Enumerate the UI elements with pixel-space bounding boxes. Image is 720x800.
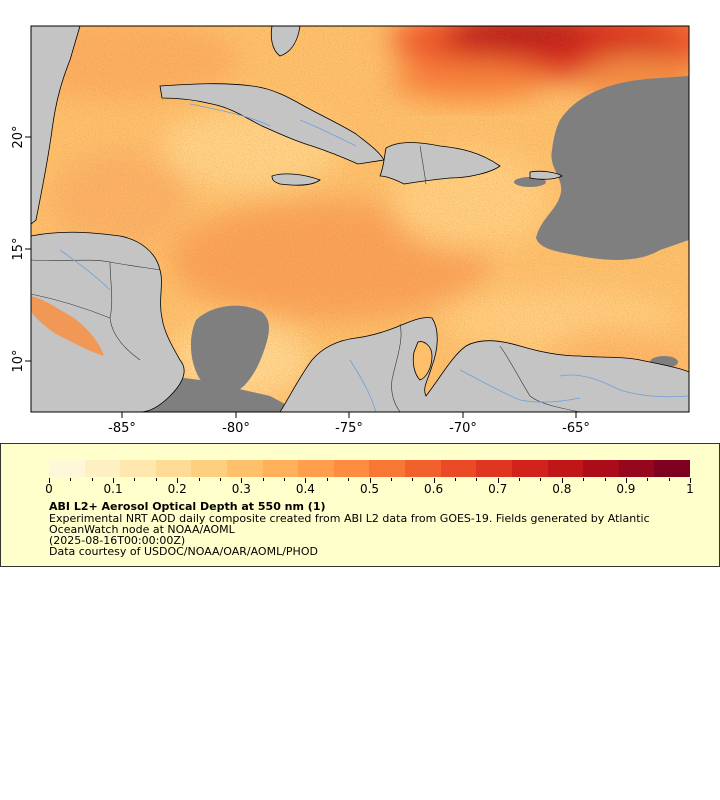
lon-tick-label: -80° bbox=[222, 421, 250, 436]
colorbar-swatch bbox=[49, 460, 85, 477]
legend-title: ABI L2+ Aerosol Optical Depth at 550 nm … bbox=[49, 500, 326, 513]
colorbar-tick-label: 0.3 bbox=[231, 482, 251, 496]
colorbar-tick-mark bbox=[497, 478, 499, 483]
colorbar-tick-mark bbox=[690, 478, 691, 483]
jamaica bbox=[271, 173, 321, 186]
colorbar-tick-mark bbox=[625, 478, 627, 483]
rivers bbox=[59, 103, 689, 412]
colorbar-tick-mark bbox=[305, 478, 307, 483]
legend-description-cont: OceanWatch node at NOAA/AOML bbox=[49, 523, 235, 536]
colorbar-swatch bbox=[84, 460, 121, 477]
colorbar-swatch bbox=[333, 460, 370, 477]
colorbar-tick-label: 0.4 bbox=[295, 482, 315, 496]
colorbar-tick-mark bbox=[326, 478, 328, 481]
colorbar-tick-mark bbox=[604, 478, 606, 481]
colorbar-swatch bbox=[583, 460, 619, 477]
colorbar-tick-label: 0.1 bbox=[103, 482, 123, 496]
colorbar-tick-label: 0 bbox=[45, 482, 53, 496]
colorbar-tick-mark bbox=[348, 478, 350, 481]
colorbar-swatch bbox=[654, 460, 690, 477]
legend-description: Experimental NRT AOD daily composite cre… bbox=[49, 512, 650, 525]
colorbar-tick-label: 0.7 bbox=[488, 482, 508, 496]
colorbar-tick-label: 0.5 bbox=[359, 482, 380, 496]
map-border bbox=[30, 25, 690, 413]
legend-date: (2025-08-16T00:00:00Z) bbox=[49, 534, 186, 547]
lon-tick-label: -70° bbox=[449, 421, 477, 436]
colorbar-tick-mark bbox=[177, 478, 179, 483]
country-borders bbox=[31, 145, 581, 412]
colorbar-swatch bbox=[191, 460, 228, 477]
aod-map: -85° -80° -75° -70° -65° 20° 15° 10° bbox=[11, 25, 690, 436]
colorbar-tick-label: 0.9 bbox=[616, 482, 636, 496]
colorbar-tick-mark bbox=[390, 478, 392, 481]
colorbar-tick-mark bbox=[198, 478, 200, 481]
colorbar-tick-mark bbox=[70, 478, 72, 481]
colorbar-tick-mark bbox=[49, 478, 50, 483]
colorbar-tick-label: 1 bbox=[686, 482, 694, 496]
colorbar-swatch bbox=[618, 460, 655, 477]
south-america bbox=[279, 317, 689, 412]
central-america bbox=[31, 231, 185, 412]
colorbar-swatch bbox=[120, 460, 156, 477]
land-masses bbox=[31, 26, 689, 412]
colorbar-tick-label: 0.6 bbox=[424, 482, 444, 496]
colorbar-tick-mark bbox=[369, 478, 371, 483]
colorbar-swatch bbox=[547, 460, 584, 477]
yucatan bbox=[31, 26, 81, 225]
colorbar bbox=[49, 460, 690, 477]
colorbar-tick-mark bbox=[284, 478, 286, 481]
colorbar-tick-mark bbox=[647, 478, 649, 481]
colorbar-tick-mark bbox=[476, 478, 478, 481]
hispaniola bbox=[379, 142, 501, 185]
colorbar-tick-mark bbox=[134, 478, 136, 481]
colorbar-tick-mark bbox=[540, 478, 542, 481]
colorbar-tick-mark bbox=[454, 478, 456, 481]
colorbar-tick-mark bbox=[113, 478, 115, 483]
colorbar-swatch bbox=[511, 460, 548, 477]
lat-tick-label: 10° bbox=[11, 349, 26, 372]
colorbar-tick-mark bbox=[155, 478, 157, 481]
florida bbox=[270, 26, 301, 57]
colorbar-tick-label: 0.8 bbox=[552, 482, 572, 496]
colorbar-tick-mark bbox=[91, 478, 93, 481]
colorbar-tick-mark bbox=[583, 478, 585, 481]
colorbar-swatch bbox=[262, 460, 299, 477]
legend-credit: Data courtesy of USDOC/NOAA/OAR/AOML/PHO… bbox=[49, 545, 318, 558]
colorbar-swatch bbox=[440, 460, 477, 477]
colorbar-swatch bbox=[155, 460, 192, 477]
lon-tick-label: -85° bbox=[108, 421, 136, 436]
colorbar-tick-mark bbox=[433, 478, 435, 483]
lon-tick-label: -65° bbox=[562, 421, 590, 436]
colorbar-tick-mark bbox=[519, 478, 521, 481]
colorbar-swatch bbox=[405, 460, 441, 477]
no-data-regions bbox=[120, 76, 689, 412]
colorbar-tick-mark bbox=[262, 478, 264, 481]
colorbar-tick-mark bbox=[561, 478, 563, 483]
colorbar-tick-mark bbox=[219, 478, 221, 481]
puerto-rico bbox=[529, 170, 563, 180]
colorbar-tick-mark bbox=[412, 478, 414, 481]
colorbar-tick-mark bbox=[668, 478, 670, 481]
lake-maracaibo bbox=[412, 341, 433, 381]
colorbar-swatch bbox=[369, 460, 406, 477]
colorbar-swatch bbox=[476, 460, 512, 477]
colorbar-tick-mark bbox=[241, 478, 243, 483]
legend-panel: 0 0.1 0.2 0.3 0.4 0.5 0.6 0.7 0.8 0.9 1 ABI L2+ Ae… bbox=[0, 443, 720, 567]
colorbar-swatch bbox=[227, 460, 263, 477]
lon-tick-label: -75° bbox=[335, 421, 363, 436]
lat-tick-label: 15° bbox=[11, 237, 26, 260]
colorbar-tick-label: 0.2 bbox=[167, 482, 187, 496]
axis-ticks bbox=[25, 136, 577, 418]
lat-tick-label: 20° bbox=[11, 125, 26, 148]
map-plot-area bbox=[31, 26, 689, 412]
colorbar-swatch bbox=[298, 460, 334, 477]
